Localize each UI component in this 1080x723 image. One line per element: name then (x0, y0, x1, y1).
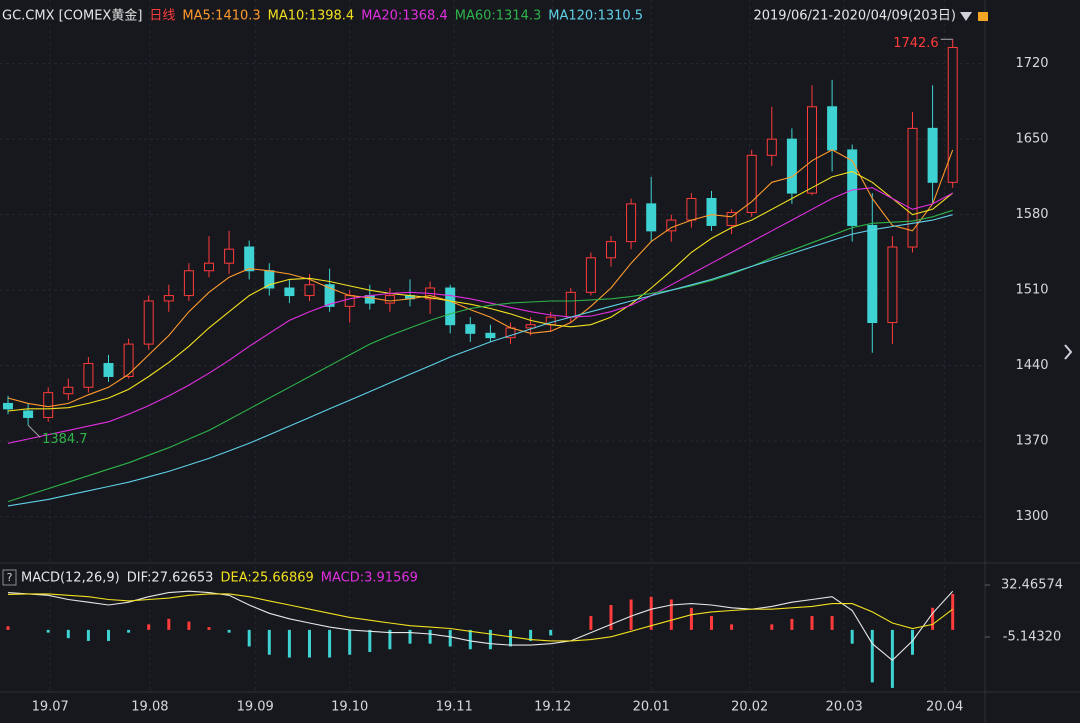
macd-line (7, 593, 954, 642)
ma-line (7, 187, 953, 444)
candle-body (324, 284, 335, 307)
date-range: 2019/06/21-2020/04/09(203日) (753, 9, 956, 24)
candle-body (746, 154, 757, 214)
candle-body (83, 363, 94, 388)
min-label: 1384.7 (42, 432, 88, 447)
x-tick-label: 20.02 (731, 700, 768, 715)
candle-body (887, 246, 898, 324)
plot-layer: 1300 1370 1440 1510 1580 1650 1720 1742.6 1384.7… (0, 0, 1063, 715)
y-tick-label: 1510 (1015, 283, 1048, 298)
candle-body (947, 46, 958, 183)
header-label: DIF:27.62653 (127, 571, 214, 586)
candle-body (284, 287, 295, 297)
candle-body (445, 287, 456, 326)
y-tick-label: 1580 (1015, 207, 1048, 222)
candle-body (766, 138, 777, 156)
candle-body (224, 248, 235, 264)
y-tick-label: 32.46574 (1001, 578, 1063, 593)
ma-line (7, 149, 954, 408)
candle-body (807, 106, 817, 194)
candle-body (585, 257, 596, 293)
candle-body (204, 262, 214, 272)
header-label: MA60:1314.3 (455, 9, 542, 24)
header-label: MA5:1410.3 (182, 9, 260, 24)
candle-body (143, 300, 154, 345)
x-tick-label: 19.07 (32, 700, 69, 715)
max-label: 1742.6 (893, 36, 939, 51)
candle-body (163, 295, 174, 302)
ma-line (7, 214, 953, 507)
x-tick-label: 20.04 (926, 700, 963, 715)
y-tick-label: 1650 (1015, 132, 1048, 147)
header-label: MACD(12,26,9) (21, 571, 120, 586)
y-tick-label: 1720 (1015, 56, 1048, 71)
candle-body (23, 410, 34, 418)
candle-body (626, 203, 637, 243)
x-tick-label: 19.10 (331, 700, 368, 715)
candle-body (867, 224, 878, 324)
help-icon[interactable] (2, 569, 17, 586)
candle-body (565, 291, 576, 318)
header-label: MA120:1310.5 (548, 9, 643, 24)
candle-body (384, 295, 395, 304)
header-label: GC.CMX [COMEX黄金] (2, 8, 142, 24)
expand-arrow[interactable] (1064, 344, 1073, 360)
header-label: MA10:1398.4 (268, 9, 355, 24)
lock-icon[interactable] (978, 12, 988, 21)
candle-body (927, 127, 938, 183)
header-label: 日线 (149, 9, 175, 24)
candle-body (123, 343, 134, 377)
candle-body (63, 386, 74, 395)
candle-body (706, 197, 717, 226)
y-tick-label: -5.14320 (1003, 629, 1061, 644)
min-pointer (27, 424, 41, 438)
x-tick-label: 19.11 (436, 700, 473, 715)
candle-body (726, 212, 737, 226)
candle-body (686, 197, 697, 221)
candle-body (827, 106, 838, 151)
candle-body (43, 392, 54, 418)
x-tick-label: 19.09 (237, 700, 274, 715)
candle-body (847, 149, 858, 226)
y-tick-label: 1300 (1015, 509, 1048, 524)
y-tick-label: 1370 (1015, 434, 1048, 449)
x-tick-label: 20.03 (826, 700, 863, 715)
macd-line (7, 590, 954, 662)
header-label: DEA:25.66869 (220, 571, 313, 586)
candle-body (525, 324, 536, 329)
candle-body (183, 270, 194, 297)
candle-body (103, 363, 114, 377)
candle-body (786, 138, 797, 194)
ma-line (7, 209, 953, 503)
x-tick-label: 20.01 (633, 700, 670, 715)
x-tick-label: 19.12 (534, 700, 571, 715)
y-tick-label: 1440 (1015, 358, 1048, 373)
header-label: MA20:1368.4 (361, 9, 448, 24)
candle-body (465, 324, 476, 334)
dropdown-icon[interactable] (960, 12, 972, 21)
header-label: MACD:3.91569 (321, 571, 418, 586)
candle-body (606, 241, 616, 259)
candle-body (344, 295, 355, 307)
candle-body (907, 127, 918, 248)
candle-body (3, 402, 13, 410)
candle-body (485, 332, 496, 339)
candle-body (364, 295, 375, 304)
help-icon-glyph[interactable]: ? (7, 571, 13, 584)
candle-body (244, 246, 255, 272)
candle-body (304, 284, 315, 297)
candle-body (646, 203, 657, 232)
x-tick-label: 19.08 (131, 700, 168, 715)
